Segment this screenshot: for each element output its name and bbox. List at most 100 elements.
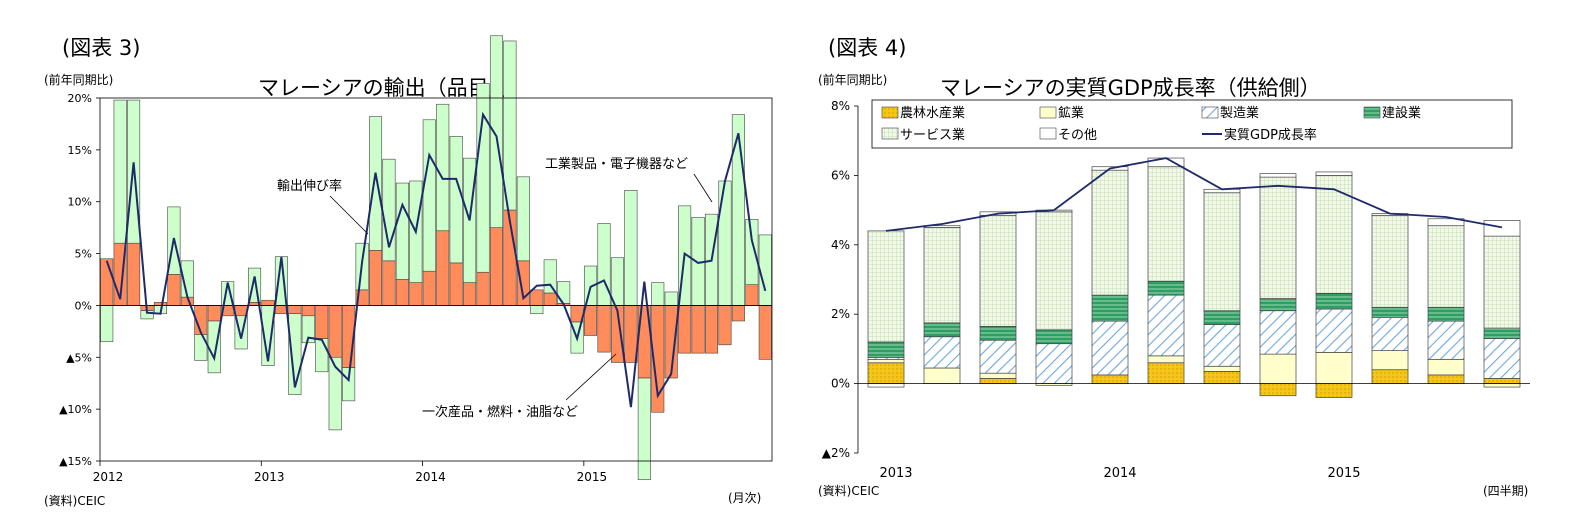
bar-manufactured-goods — [664, 291, 678, 306]
annotation-leader — [693, 173, 713, 203]
bar-agriculture — [1091, 374, 1129, 384]
bar-manufactured-goods — [328, 356, 342, 431]
bar-construction — [1315, 293, 1353, 310]
legend-swatch-agriculture — [881, 106, 899, 119]
bar-primary-commodities — [745, 284, 759, 306]
bar-manufacturing — [1091, 320, 1129, 376]
figure-label: (図表 3) — [62, 36, 140, 60]
bar-manufactured-goods — [100, 305, 114, 343]
bar-services — [1035, 211, 1073, 331]
bar-services — [1147, 166, 1185, 282]
y-tick-label: ▲5% — [66, 351, 92, 364]
bar-primary-commodities — [153, 302, 167, 306]
bar-primary-commodities — [597, 305, 611, 353]
bar-manufactured-goods — [422, 119, 436, 272]
legend-swatch-mining — [1039, 106, 1057, 119]
bar-manufactured-goods — [436, 103, 450, 232]
bar-manufactured-goods — [476, 83, 490, 273]
annotation-export-growth: 輸出伸び率 — [277, 178, 342, 194]
bar-manufactured-goods — [557, 281, 571, 304]
y-axis-label: (前年同期比) — [44, 72, 113, 87]
bar-construction — [867, 341, 905, 358]
bar-manufactured-goods — [718, 180, 732, 306]
bar-manufacturing — [1259, 310, 1297, 355]
bar-manufactured-goods — [731, 114, 745, 306]
legend: 農林水産業 鉱業 製造業 建設業 サービス業 その他 実質GDP成長率 — [871, 99, 1513, 149]
bar-mining — [1203, 365, 1241, 372]
y-axis-label: (前年同期比) — [818, 72, 887, 87]
bar-manufactured-goods — [610, 257, 624, 306]
bar-primary-commodities — [368, 250, 383, 306]
bar-manufacturing — [1035, 343, 1073, 384]
bar-manufactured-goods — [758, 234, 772, 306]
bar-manufactured-goods — [651, 282, 665, 306]
bar-primary-commodities — [261, 299, 275, 306]
bar-manufacturing — [1147, 294, 1185, 357]
bar-mining — [979, 372, 1017, 379]
bar-services — [1315, 175, 1353, 294]
x-axis-label: (月次) — [728, 491, 761, 505]
bar-services — [867, 230, 905, 343]
bar-mining — [867, 358, 905, 364]
bar-construction — [1483, 327, 1521, 339]
bar-primary-commodities — [127, 242, 141, 306]
y-tick-label: 2% — [831, 307, 850, 321]
bar-services — [923, 227, 961, 324]
y-tick-label: 8% — [831, 99, 850, 113]
x-tick-label: 2015 — [577, 470, 608, 484]
bar-primary-commodities — [315, 305, 329, 339]
x-tick-label: 2013 — [879, 466, 912, 481]
y-tick-label: 6% — [831, 168, 850, 182]
bar-primary-commodities — [449, 262, 463, 306]
bar-primary-commodities — [288, 305, 302, 315]
bar-manufactured-goods — [489, 35, 504, 228]
y-tick-label: ▲2% — [822, 446, 850, 460]
bar-primary-commodities — [543, 292, 557, 306]
annotation-manufacturing: 工業製品・電子機器など — [545, 156, 688, 172]
bar-services — [1259, 176, 1297, 299]
bar-services — [979, 214, 1017, 327]
bar-mining — [1371, 350, 1409, 371]
bar-primary-commodities — [436, 230, 450, 306]
bar-services — [1371, 214, 1409, 308]
legend-swatch-services — [881, 127, 899, 140]
bar-primary-commodities — [704, 305, 719, 354]
bar-primary-commodities — [530, 289, 544, 306]
bar-construction — [1091, 294, 1129, 322]
bar-services — [1091, 169, 1129, 296]
bar-primary-commodities — [463, 282, 477, 306]
bar-other — [1259, 173, 1297, 178]
bar-construction — [923, 322, 961, 338]
bar-services — [1427, 225, 1465, 308]
bar-manufactured-goods — [637, 377, 651, 480]
bar-agriculture — [1315, 383, 1353, 398]
bar-primary-commodities — [382, 260, 396, 306]
bar-primary-commodities — [624, 305, 638, 363]
bar-agriculture — [1483, 378, 1521, 384]
y-tick-label: 0% — [831, 377, 850, 391]
bar-construction — [1259, 298, 1297, 312]
bar-manufactured-goods — [503, 40, 517, 211]
legend-swatch-construction — [1363, 106, 1381, 119]
bar-other — [1483, 220, 1521, 237]
x-tick-label: 2013 — [254, 470, 285, 484]
bar-construction — [1427, 306, 1465, 322]
bar-primary-commodities — [489, 227, 504, 306]
y-tick-label: ▲15% — [59, 455, 92, 468]
bar-construction — [979, 325, 1017, 341]
bar-agriculture — [1203, 371, 1241, 384]
bar-primary-commodities — [395, 279, 409, 306]
exports-chart: (図表 3) マレーシアの輸出（品目別） (前年同期比) (資料)CEIC (月… — [44, 35, 773, 508]
bar-manufactured-goods — [516, 176, 530, 262]
bar-manufacturing — [1315, 308, 1353, 353]
gdp-chart: (図表 4) マレーシアの実質GDP成長率（供給側） (前年同期比) (資料)C… — [818, 36, 1530, 498]
legend-label-agriculture: 農林水産業 — [900, 105, 965, 121]
line-export-growth — [105, 111, 767, 408]
bar-primary-commodities — [409, 282, 423, 306]
legend-label-gdp-line: 実質GDP成長率 — [1224, 127, 1317, 143]
bar-other — [867, 383, 905, 388]
legend-label-construction: 建設業 — [1382, 105, 1421, 121]
bar-services — [1203, 192, 1241, 312]
bar-manufactured-goods — [597, 223, 611, 306]
